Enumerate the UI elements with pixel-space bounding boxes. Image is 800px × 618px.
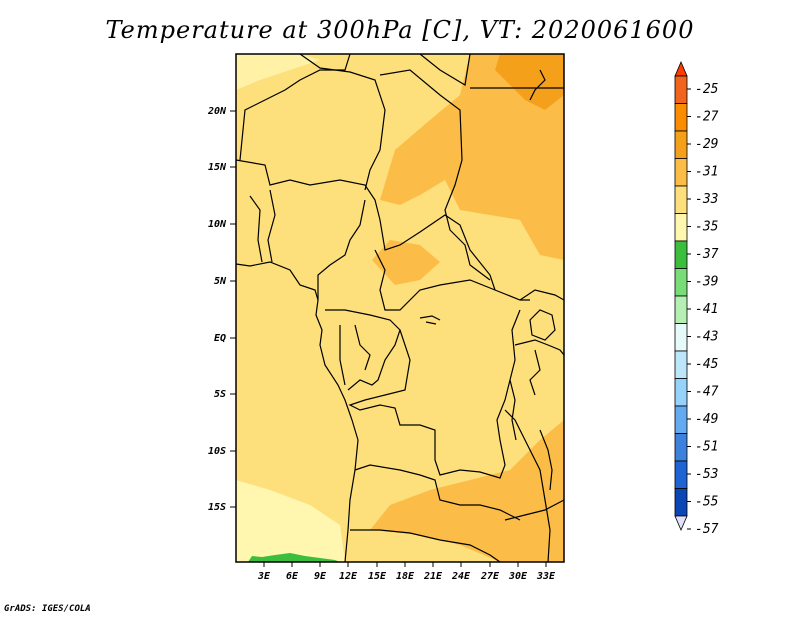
lon-label: 21E xyxy=(423,571,443,582)
border-6 xyxy=(236,159,381,221)
colorbar-segment xyxy=(674,295,688,324)
field-warm-southeast xyxy=(370,420,564,562)
border-18 xyxy=(519,289,564,301)
field-warm-northeast xyxy=(380,54,564,260)
colorbar-segment xyxy=(674,488,688,517)
lon-label: 33E xyxy=(536,571,556,582)
colorbar-segment xyxy=(674,158,688,187)
colorbar-segment xyxy=(674,130,688,159)
lon-label: 24E xyxy=(451,571,471,582)
colorbar-top-arrow xyxy=(674,60,688,77)
colorbar-label: -37 xyxy=(695,247,719,262)
lon-label: 6E xyxy=(286,571,299,582)
colorbar-segment xyxy=(674,378,688,407)
colorbar-label: -33 xyxy=(695,192,718,207)
map-frame xyxy=(235,53,565,563)
border-20 xyxy=(529,349,541,396)
colorbar-label: -47 xyxy=(695,385,719,400)
grads-credit: GrADS: IGES/COLA xyxy=(4,604,91,614)
border-21 xyxy=(504,409,551,562)
border-1 xyxy=(299,54,386,191)
colorbar-bottom-arrow xyxy=(674,515,688,532)
colorbar-segment xyxy=(674,103,688,132)
lat-label: 15S xyxy=(208,502,226,513)
colorbar-label: -53 xyxy=(695,467,718,482)
temperature-field xyxy=(236,54,564,562)
lon-label: 9E xyxy=(314,571,327,582)
colorbar-label: -41 xyxy=(695,302,718,317)
lake-malawi xyxy=(539,429,553,491)
border-9 xyxy=(317,199,366,300)
colorbar-label: -39 xyxy=(695,275,718,290)
colorbar-label: -55 xyxy=(695,495,719,510)
colorbar-label: -27 xyxy=(695,110,719,125)
colorbar-label: -29 xyxy=(695,137,718,152)
colorbar-label: -31 xyxy=(695,165,718,180)
colorbar-label: -51 xyxy=(695,440,718,455)
lon-label: 27E xyxy=(480,571,500,582)
colorbar-segment xyxy=(674,433,688,462)
border-2 xyxy=(239,54,351,161)
border-17 xyxy=(350,529,501,562)
lat-label: 5N xyxy=(214,276,227,287)
lat-label: EQ xyxy=(214,333,226,344)
lat-label: 10N xyxy=(208,219,227,230)
latitude-ticks: 20N 15N 10N 5N EQ 5S 10S 15S xyxy=(207,106,236,513)
colorbar-segment xyxy=(674,323,688,352)
country-borders xyxy=(236,54,564,562)
colorbar-label: -57 xyxy=(695,522,719,537)
colorbar: -25 -27 -29 -31 -33 -35 -37 -39 -41 -43 -45 -47 -49 -… xyxy=(674,60,719,537)
colorbar-segment xyxy=(674,185,688,214)
colorbar-label: -43 xyxy=(695,330,718,345)
red-sea-coast xyxy=(529,69,546,101)
border-15 xyxy=(348,309,521,479)
border-19 xyxy=(514,339,564,356)
border-22 xyxy=(504,499,564,521)
border-4 xyxy=(419,54,471,86)
lon-label: 12E xyxy=(339,571,358,582)
lake-victoria xyxy=(529,309,556,341)
lat-label: 5S xyxy=(214,389,226,400)
border-14 xyxy=(354,324,371,371)
colorbar-segment xyxy=(674,240,688,269)
border-12 xyxy=(325,309,401,391)
river-feature xyxy=(419,315,441,325)
colorbar-label: -25 xyxy=(695,82,719,97)
lat-label: 10S xyxy=(208,446,226,457)
longitude-ticks: 3E 6E 9E 12E 15E 18E 21E 24E 27E 30E 33E xyxy=(257,562,556,582)
colorbar-segment xyxy=(674,75,688,104)
colorbar-label: -45 xyxy=(695,357,719,372)
lon-label: 3E xyxy=(257,571,271,582)
lake-tanganyika xyxy=(509,379,517,441)
lat-label: 20N xyxy=(207,106,227,117)
field-cool-northwest xyxy=(236,54,320,90)
lat-label: 15N xyxy=(208,162,227,173)
colorbar-segment xyxy=(674,460,688,489)
lon-label: 30E xyxy=(508,571,528,582)
colorbar-label: -49 xyxy=(695,412,718,427)
field-warmest-northeast xyxy=(495,54,564,110)
colorbar-segment xyxy=(674,405,688,434)
colorbar-segment xyxy=(674,268,688,297)
colorbar-segment xyxy=(674,350,688,379)
colorbar-segment xyxy=(674,213,688,242)
lon-label: 15E xyxy=(368,571,387,582)
map-title: Temperature at 300hPa [C], VT: 202006160… xyxy=(105,16,695,44)
border-3 xyxy=(379,69,491,281)
border-7 xyxy=(267,189,276,263)
field-cold-patch xyxy=(248,553,340,562)
border-10 xyxy=(379,214,496,291)
border-11 xyxy=(374,249,530,311)
border-13 xyxy=(339,325,346,386)
field-warm-central xyxy=(372,240,440,285)
colorbar-label: -35 xyxy=(695,220,719,235)
field-cool-southwest xyxy=(236,480,345,562)
lon-label: 18E xyxy=(396,571,415,582)
border-8 xyxy=(249,195,263,263)
border-16 xyxy=(354,464,521,521)
